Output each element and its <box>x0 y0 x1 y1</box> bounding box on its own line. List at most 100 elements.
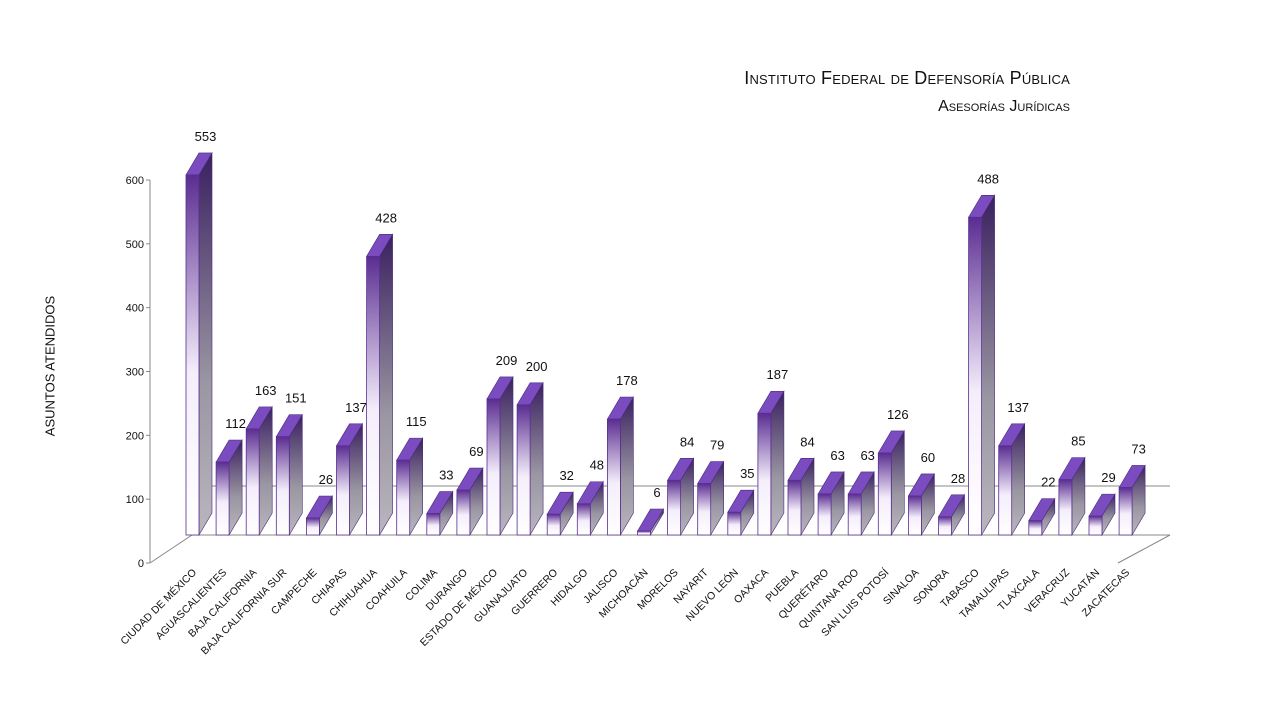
bar-18 <box>727 489 755 537</box>
bar-11 <box>516 381 544 537</box>
data-label: 553 <box>195 129 217 144</box>
data-label: 187 <box>767 367 789 382</box>
bar-front <box>908 495 922 536</box>
bar-27 <box>998 422 1026 537</box>
data-label: 209 <box>496 353 518 368</box>
data-label: 22 <box>1041 475 1055 490</box>
bar-front <box>456 489 471 536</box>
bar-22 <box>847 470 875 537</box>
bar-25 <box>937 493 966 537</box>
data-label: 84 <box>680 434 694 449</box>
bar-front <box>727 511 742 536</box>
bar-13 <box>576 480 604 537</box>
bar-10 <box>486 375 514 537</box>
bar-15 <box>636 507 665 537</box>
data-label: 73 <box>1131 441 1145 456</box>
data-label: 29 <box>1101 470 1115 485</box>
bar-front <box>546 513 561 536</box>
bar-front <box>366 255 381 536</box>
data-label: 115 <box>406 414 427 429</box>
data-label: 28 <box>951 471 965 486</box>
y-tick-label: 300 <box>126 367 144 379</box>
data-label: 137 <box>1007 400 1029 415</box>
bar-side <box>529 381 544 537</box>
bar-30 <box>1088 493 1116 537</box>
bar-5 <box>335 422 364 537</box>
bar-side <box>499 375 514 537</box>
data-label: 137 <box>345 400 367 415</box>
bar-23 <box>877 429 905 537</box>
bar-front <box>486 398 501 536</box>
bar-front <box>667 479 681 536</box>
data-label: 126 <box>887 407 909 422</box>
bar-1 <box>215 438 243 537</box>
bar-24 <box>907 472 935 537</box>
data-label: 33 <box>439 468 453 483</box>
bar-front <box>637 530 651 536</box>
bar-4 <box>305 494 333 537</box>
x-tick-label: NUEVO LEÓN <box>683 566 741 624</box>
bar-12 <box>546 491 574 537</box>
chart-title: Instituto Federal de Defensoría Pública <box>744 68 1070 88</box>
bar-16 <box>667 457 695 537</box>
bar-front <box>185 174 200 536</box>
data-label: 60 <box>921 450 935 465</box>
bar-6 <box>366 233 394 537</box>
bar-0 <box>185 151 213 537</box>
bar-side <box>198 151 213 537</box>
data-label: 48 <box>590 458 604 473</box>
bar-front <box>1028 520 1043 536</box>
bar-front <box>305 517 320 536</box>
bar-7 <box>396 437 424 537</box>
bar-front <box>1058 479 1073 536</box>
bar-side <box>379 233 393 537</box>
data-label: 200 <box>526 359 548 374</box>
y-tick-label: 100 <box>126 494 144 506</box>
bar-3 <box>275 413 303 537</box>
data-label: 84 <box>800 434 814 449</box>
data-label: 428 <box>375 210 397 225</box>
bar-front <box>1088 515 1103 536</box>
bar-front <box>396 459 411 536</box>
bar-front <box>336 445 350 536</box>
data-label: 63 <box>860 448 874 463</box>
data-label: 178 <box>616 373 638 388</box>
bar-20 <box>787 457 815 537</box>
data-label: 26 <box>319 472 333 487</box>
bar-front <box>697 483 712 536</box>
y-tick-label: 400 <box>126 303 144 315</box>
bar-14 <box>606 396 634 537</box>
data-label: 85 <box>1071 434 1085 449</box>
bar-front <box>245 428 260 536</box>
bar-front <box>817 493 832 536</box>
data-label: 151 <box>285 391 307 406</box>
bar-front <box>576 503 591 536</box>
bar-front <box>787 479 802 536</box>
bar-29 <box>1058 456 1086 537</box>
floor-outline <box>149 534 1171 564</box>
bar-21 <box>817 470 845 537</box>
bar-front <box>215 461 230 536</box>
data-label: 163 <box>255 383 277 398</box>
bar-31 <box>1118 464 1146 537</box>
data-label: 69 <box>469 444 483 459</box>
bar-front <box>938 516 952 536</box>
y-tick-label: 200 <box>126 430 144 442</box>
bar-front <box>607 418 621 536</box>
bar-2 <box>245 405 273 537</box>
data-label: 488 <box>977 171 999 186</box>
y-tick-label: 500 <box>126 239 144 251</box>
bar-26 <box>968 194 996 537</box>
bar-19 <box>757 390 785 537</box>
bar-front <box>516 404 531 536</box>
bar-front <box>1118 487 1133 536</box>
data-label: 6 <box>653 485 660 500</box>
data-label: 79 <box>710 438 724 453</box>
data-label: 35 <box>740 466 754 481</box>
bar-17 <box>697 460 725 537</box>
data-label: 32 <box>559 468 573 483</box>
bar-front <box>968 216 982 536</box>
bar-9 <box>456 466 484 537</box>
chart-subtitle: Asesorías Jurídicas <box>938 98 1070 115</box>
